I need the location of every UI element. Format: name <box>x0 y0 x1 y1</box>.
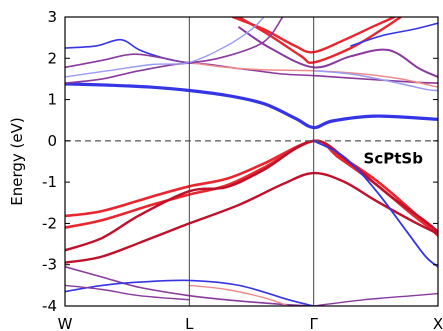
x-tick-label: W <box>58 315 73 331</box>
y-tick-label: 0 <box>47 132 57 150</box>
y-tick-label: 2 <box>47 49 57 67</box>
y-axis-ticks: 3 2 1 0 -1 -2 -3 -4 <box>42 8 438 315</box>
plot-frame <box>64 16 439 307</box>
x-tick-label: L <box>185 315 194 331</box>
band-line <box>350 22 438 47</box>
band-line <box>313 292 438 306</box>
y-tick-label: 1 <box>47 91 57 109</box>
material-annotation: ScPtSb <box>364 150 424 168</box>
band-line <box>65 82 438 130</box>
band-line <box>65 139 438 238</box>
y-tick-label: -4 <box>42 297 57 315</box>
x-tick-label: X <box>433 315 443 331</box>
y-tick-label: -3 <box>42 256 57 274</box>
band-line <box>188 284 290 306</box>
y-tick-label: -2 <box>42 214 57 232</box>
y-axis-label: Energy (eV) <box>8 117 26 205</box>
band-line <box>312 69 438 92</box>
band-line <box>65 284 190 301</box>
x-tick-label: Γ <box>309 315 318 331</box>
band-line <box>65 139 438 252</box>
band-line <box>65 17 284 69</box>
y-tick-label: -1 <box>42 173 57 191</box>
band-line <box>238 26 438 78</box>
k-point-lines <box>188 17 315 306</box>
band-line <box>312 140 438 268</box>
y-tick-label: 3 <box>47 8 57 26</box>
band-line <box>65 171 438 264</box>
